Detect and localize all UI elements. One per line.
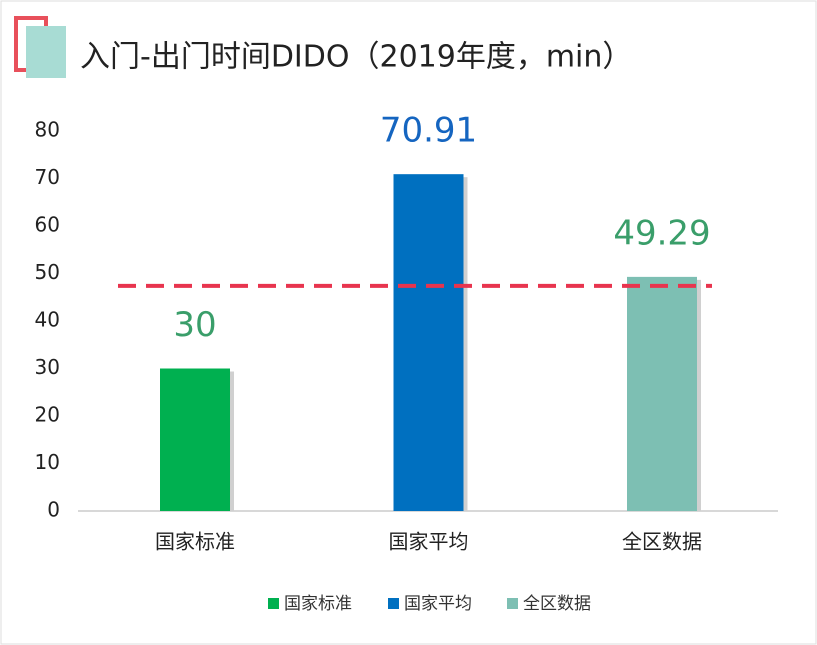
y-tick-label: 30 — [35, 355, 60, 379]
data-label: 49.29 — [613, 213, 710, 253]
bar — [160, 368, 230, 511]
chart-title: 入门-出门时间DIDO（2019年度，min） — [80, 40, 632, 75]
y-tick-label: 80 — [35, 118, 60, 142]
y-tick-label: 40 — [35, 308, 60, 332]
legend-label: 国家标准 — [284, 594, 352, 614]
x-tick-label: 国家平均 — [389, 530, 469, 554]
data-label: 70.91 — [380, 111, 477, 151]
bar — [627, 276, 697, 511]
x-tick-label: 国家标准 — [155, 530, 235, 554]
y-tick-label: 20 — [35, 403, 60, 427]
title-icon — [26, 26, 66, 78]
legend-swatch — [268, 598, 279, 609]
y-tick-label: 70 — [35, 165, 60, 189]
legend-label: 全区数据 — [523, 594, 591, 614]
y-tick-label: 50 — [35, 260, 60, 284]
legend-label: 国家平均 — [404, 594, 472, 614]
bar — [393, 174, 464, 512]
y-tick-label: 10 — [35, 450, 60, 474]
y-tick-label: 60 — [35, 213, 60, 237]
y-tick-label: 0 — [47, 498, 60, 522]
x-tick-label: 全区数据 — [622, 530, 702, 554]
legend-swatch — [507, 598, 518, 609]
legend-swatch — [388, 598, 399, 609]
data-label: 30 — [173, 305, 216, 345]
